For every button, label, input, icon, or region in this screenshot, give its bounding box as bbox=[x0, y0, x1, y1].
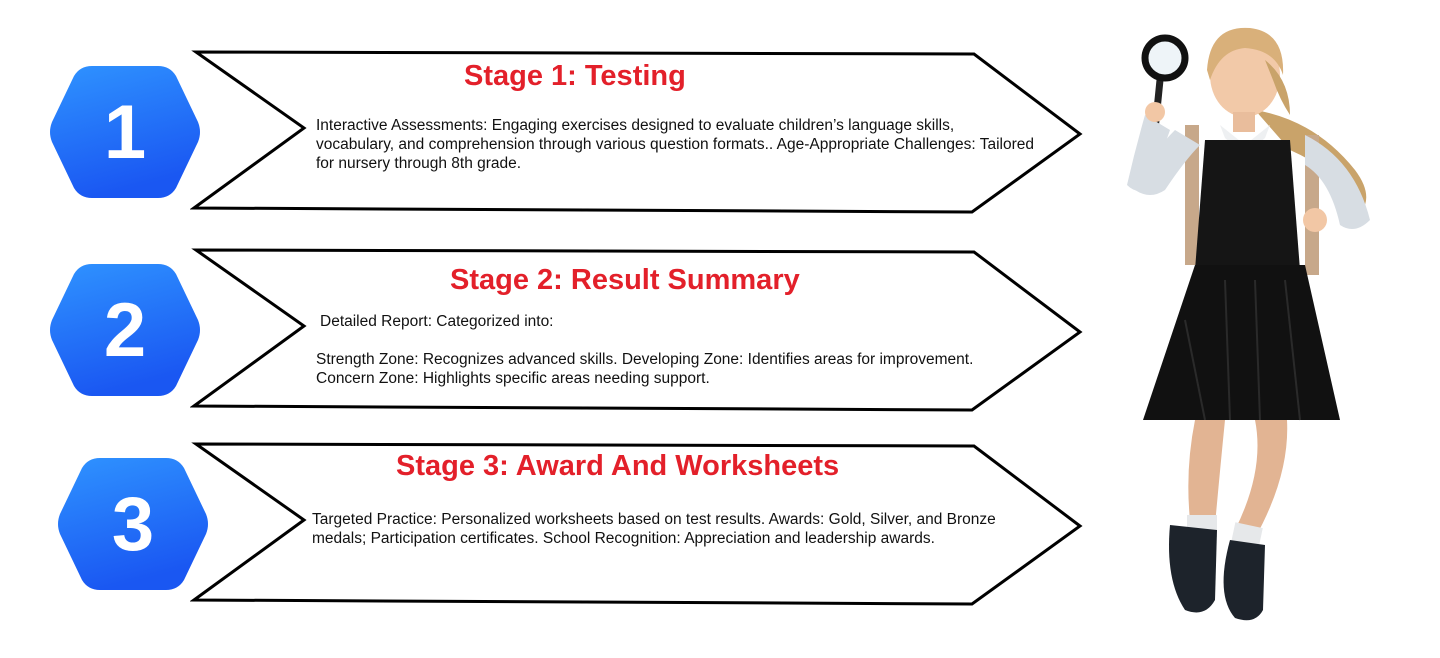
stage-3-description: Targeted Practice: Personalized workshee… bbox=[312, 511, 996, 547]
stage-2-chevron-arrow bbox=[190, 246, 1090, 416]
stage-2: 2 Stage 2: Result Summary Detailed Repor… bbox=[0, 246, 1100, 416]
stage-2-description: Detailed Report: Categorized into: Stren… bbox=[316, 312, 1036, 388]
stage-1-chevron-arrow bbox=[190, 48, 1090, 218]
stage-1-title: Stage 1: Testing bbox=[464, 60, 686, 92]
hexagon-icon bbox=[50, 264, 200, 396]
hexagon-icon bbox=[58, 458, 208, 590]
stage-2-hexagon-badge: 2 bbox=[48, 260, 202, 400]
stage-1-number: 1 bbox=[103, 89, 147, 175]
stage-3-chevron-arrow bbox=[190, 440, 1090, 610]
hexagon-icon bbox=[50, 66, 200, 198]
stage-3-title: Stage 3: Award And Worksheets bbox=[396, 450, 840, 482]
stage-1-hexagon-badge: 1 bbox=[48, 62, 202, 202]
stage-2-zones: Strength Zone: Recognizes advanced skill… bbox=[316, 351, 974, 387]
stage-2-intro: Detailed Report: Categorized into: bbox=[320, 313, 554, 330]
stage-3: 3 Stage 3: Award And Worksheets Targeted… bbox=[0, 440, 1100, 610]
stage-2-title: Stage 2: Result Summary bbox=[450, 264, 800, 296]
stage-2-number: 2 bbox=[103, 287, 147, 373]
stage-3-hexagon-badge: 3 bbox=[56, 454, 210, 594]
girl-with-magnifying-glass-icon bbox=[1115, 20, 1385, 630]
stage-1-description: Interactive Assessments: Engaging exerci… bbox=[316, 117, 1035, 172]
stage-1: 1 Stage 1: Testing Interactive Assessmen… bbox=[0, 48, 1100, 218]
stage-3-number: 3 bbox=[111, 481, 155, 567]
